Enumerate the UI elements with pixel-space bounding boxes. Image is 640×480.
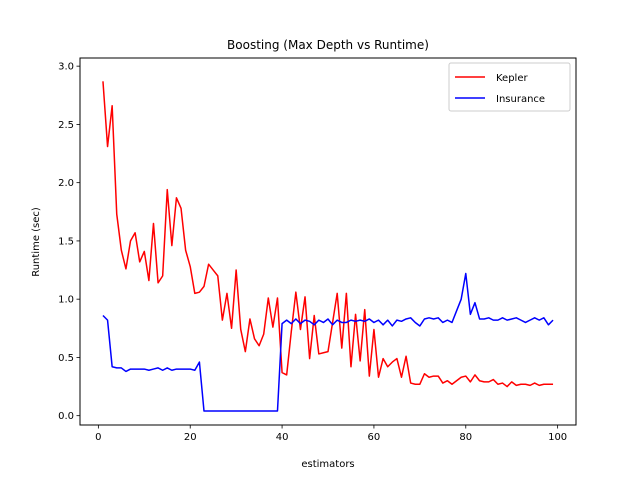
x-tick-label: 60	[368, 432, 381, 443]
y-tick-label: 3.0	[58, 62, 74, 73]
series-line-insurance	[102, 272, 554, 412]
y-axis-label: Runtime (sec)	[31, 207, 42, 277]
series-line-kepler	[102, 81, 554, 388]
y-tick-label: 2.5	[58, 120, 74, 131]
legend: Kepler Insurance	[448, 62, 571, 112]
plot-frame	[79, 57, 577, 426]
series-layer	[102, 81, 554, 412]
x-axis: 0 20 40 60 80 100	[95, 425, 567, 443]
y-tick-label: 2.0	[58, 178, 74, 189]
x-tick-label: 40	[276, 432, 289, 443]
x-tick-label: 0	[95, 432, 101, 443]
y-axis: 0.0 0.5 1.0 1.5 2.0 2.5 3.0	[58, 62, 80, 422]
legend-label-insurance: Insurance	[496, 94, 545, 105]
x-tick-label: 100	[548, 432, 567, 443]
chart-title: Boosting (Max Depth vs Runtime)	[227, 38, 429, 52]
legend-label-kepler: Kepler	[496, 73, 528, 84]
y-tick-label: 1.5	[58, 236, 74, 247]
y-tick-label: 0.5	[58, 353, 74, 364]
x-axis-label: estimators	[301, 459, 354, 470]
x-tick-label: 80	[459, 432, 472, 443]
legend-box	[448, 62, 571, 112]
x-tick-label: 20	[184, 432, 197, 443]
y-tick-label: 0.0	[58, 411, 74, 422]
y-tick-label: 1.0	[58, 295, 74, 306]
